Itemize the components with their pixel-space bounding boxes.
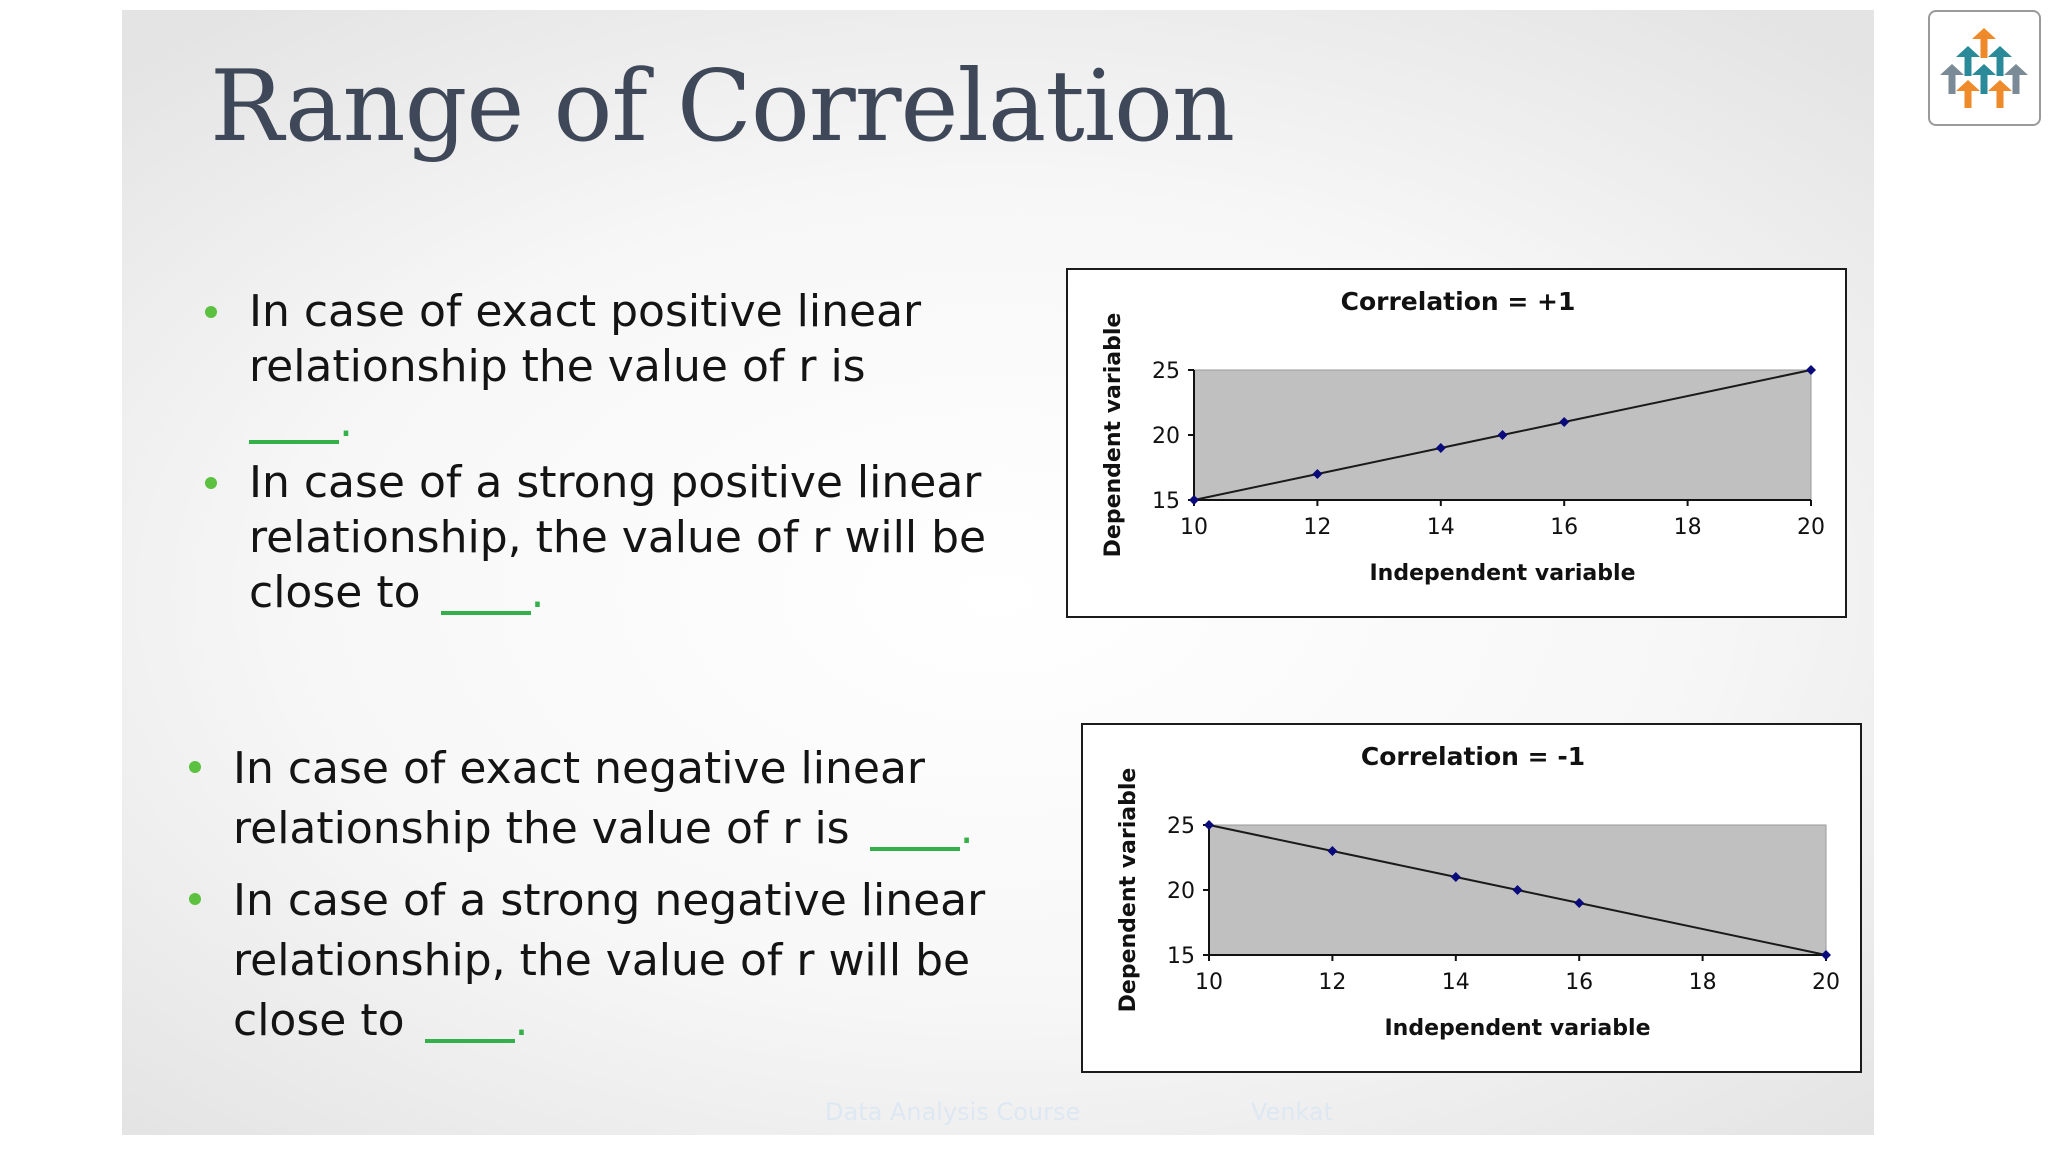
- data-point: [1512, 885, 1523, 895]
- series-line: [1193, 369, 1812, 501]
- slide: Range of Correlation In case of exact po…: [122, 10, 1874, 1135]
- slide-title: Range of Correlation: [210, 50, 1235, 164]
- x-axis-label: Independent variable: [1385, 1016, 1651, 1041]
- footer-author: Venkat: [1251, 1098, 1334, 1126]
- x-tick-label: 20: [1812, 970, 1840, 995]
- logo-arrow: [1988, 80, 2012, 108]
- x-tick-label: 16: [1565, 970, 1593, 995]
- x-tick-label: 20: [1797, 515, 1825, 540]
- bullet-item: In case of exact negative linear relatio…: [189, 739, 1053, 859]
- logo-arrow: [1956, 46, 1980, 76]
- x-tick-label: 12: [1318, 970, 1346, 995]
- logo-arrow: [1972, 28, 1996, 58]
- period: .: [339, 396, 353, 447]
- x-axis-label: Independent variable: [1370, 561, 1636, 586]
- x-tick-label: 16: [1550, 515, 1578, 540]
- x-tick-label: 10: [1195, 970, 1223, 995]
- y-tick-label: 25: [1167, 814, 1195, 839]
- period: .: [514, 995, 529, 1046]
- x-tick-label: 14: [1427, 515, 1455, 540]
- answer-blank: [869, 847, 960, 851]
- x-tick-label: 14: [1442, 970, 1470, 995]
- chart-title: Correlation = -1: [1361, 742, 1585, 771]
- y-tick-label: 15: [1167, 944, 1195, 969]
- data-point: [1435, 443, 1446, 453]
- logo-arrow: [1956, 80, 1980, 108]
- answer-blank: [440, 611, 531, 615]
- chart-svg: Correlation = -1 10 12 14 16 18 20 15 20 25 Indepe…: [1116, 742, 1840, 1041]
- bullet-list-negative: In case of exact negative linear relatio…: [189, 739, 1053, 1051]
- bullet-item: In case of exact positive linear relatio…: [205, 284, 1029, 449]
- x-tick-label: 18: [1674, 515, 1702, 540]
- x-tick-label: 18: [1689, 970, 1717, 995]
- x-tick-label: 10: [1180, 515, 1208, 540]
- data-point: [1189, 495, 1199, 505]
- period: .: [959, 803, 974, 854]
- data-point: [1204, 820, 1214, 830]
- logo-arrow: [1940, 64, 1964, 94]
- chart-positive-correlation: Correlation = +1 10 12 14 16 18 20 15 20 25 Indepe…: [1066, 268, 1847, 618]
- data-point: [1559, 417, 1570, 427]
- data-point: [1497, 430, 1508, 440]
- bullet-item: In case of a strong negative linear rela…: [189, 871, 1053, 1051]
- data-point: [1327, 846, 1338, 856]
- bullet-list-positive: In case of exact positive linear relatio…: [205, 284, 1029, 620]
- x-tick-label: 12: [1303, 515, 1331, 540]
- y-tick-label: 20: [1167, 879, 1195, 904]
- chart-negative-correlation: Correlation = -1 10 12 14 16 18 20 15 20 25 Indepe…: [1081, 723, 1862, 1073]
- bullet-text: In case of a strong positive linear rela…: [249, 457, 987, 618]
- y-axis-label: Dependent variable: [1101, 313, 1126, 558]
- footer-course: Data Analysis Course: [825, 1098, 1081, 1126]
- period: .: [530, 567, 545, 618]
- data-point: [1821, 950, 1831, 960]
- series-line: [1208, 824, 1827, 956]
- logo-arrow: [1988, 46, 2012, 76]
- data-point: [1450, 872, 1461, 882]
- answer-blank: [424, 1039, 515, 1043]
- arrows-up-icon: [1940, 28, 2028, 108]
- chart-title: Correlation = +1: [1341, 287, 1576, 316]
- logo: [1928, 10, 2041, 126]
- bullet-text: In case of exact positive linear relatio…: [249, 286, 922, 392]
- logo-arrow: [2004, 64, 2028, 94]
- bullet-text: In case of a strong negative linear rela…: [233, 875, 986, 1046]
- data-point: [1312, 469, 1323, 479]
- bullet-item: In case of a strong positive linear rela…: [205, 455, 1029, 620]
- y-tick-label: 15: [1152, 489, 1180, 514]
- y-axis-label: Dependent variable: [1116, 768, 1141, 1013]
- answer-blank: [249, 440, 339, 444]
- data-point: [1806, 365, 1816, 375]
- chart-svg: Correlation = +1 10 12 14 16 18 20 15 20 25 Indepe…: [1101, 287, 1825, 586]
- logo-arrow: [1972, 64, 1996, 94]
- y-tick-label: 20: [1152, 424, 1180, 449]
- y-tick-label: 25: [1152, 359, 1180, 384]
- bullet-text: In case of exact negative linear relatio…: [233, 743, 925, 854]
- data-point: [1574, 898, 1585, 908]
